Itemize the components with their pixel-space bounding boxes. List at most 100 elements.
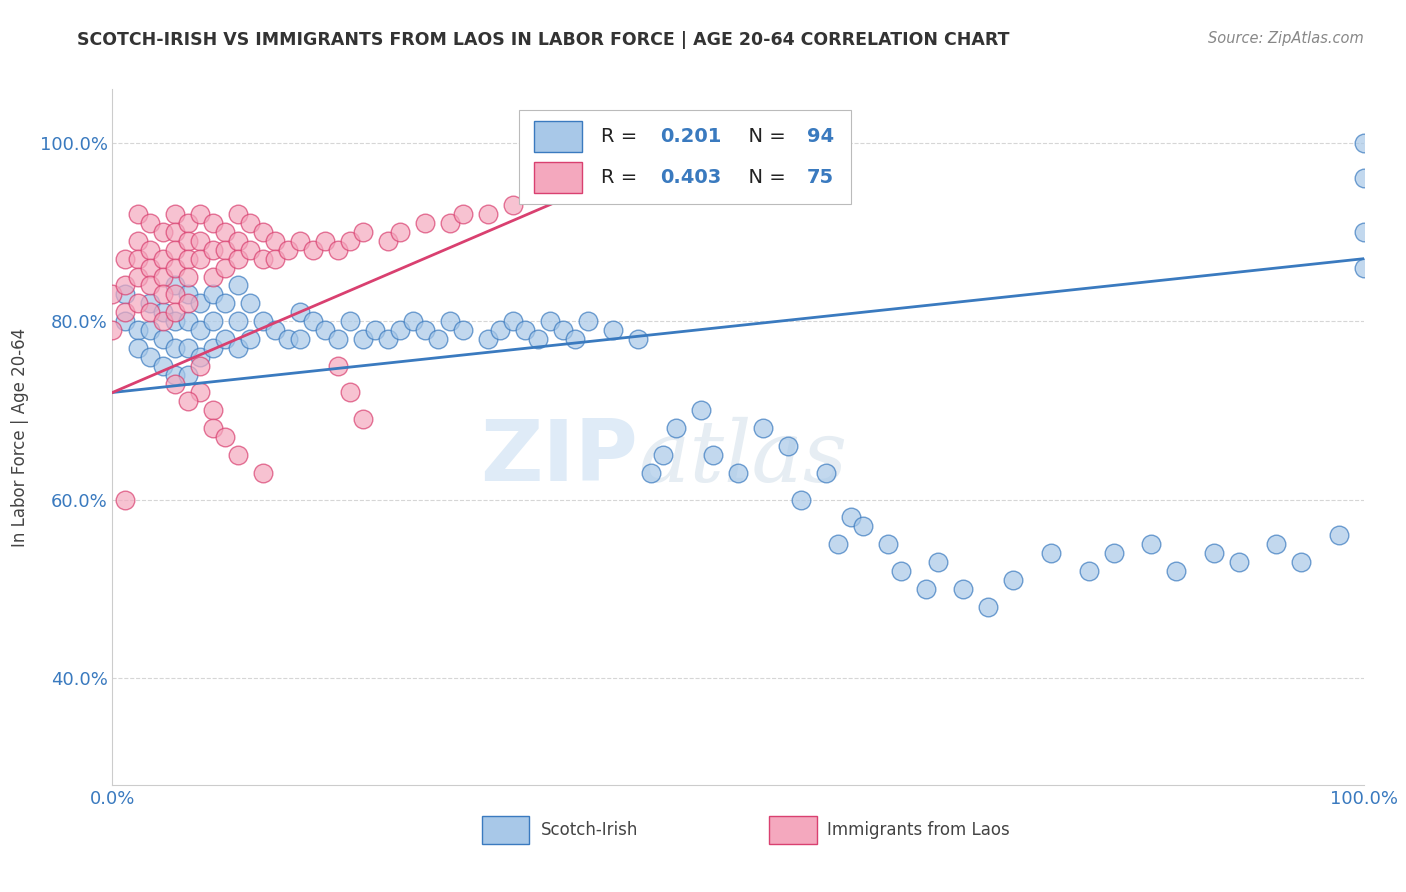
Point <box>201 243 224 257</box>
Point <box>127 323 149 337</box>
Point <box>1327 528 1350 542</box>
Point <box>163 207 186 221</box>
Point <box>326 332 349 346</box>
Point <box>176 269 198 284</box>
Point <box>139 323 162 337</box>
Text: N =: N = <box>735 127 792 146</box>
Point <box>290 305 312 319</box>
Point <box>152 314 174 328</box>
Point <box>264 323 287 337</box>
Point <box>551 323 574 337</box>
Text: ZIP: ZIP <box>481 417 638 500</box>
Point <box>127 269 149 284</box>
Point <box>201 341 224 355</box>
Point <box>752 421 775 435</box>
Point <box>114 252 136 266</box>
Point <box>152 287 174 301</box>
FancyBboxPatch shape <box>519 110 851 204</box>
Point <box>252 252 274 266</box>
Point <box>152 269 174 284</box>
Text: atlas: atlas <box>638 417 848 500</box>
Point <box>377 332 399 346</box>
Point <box>188 234 211 248</box>
Point <box>188 296 211 310</box>
Text: R =: R = <box>600 127 643 146</box>
Point <box>290 332 312 346</box>
Point <box>502 314 524 328</box>
Point <box>188 323 211 337</box>
Text: Scotch-Irish: Scotch-Irish <box>540 822 638 839</box>
Point <box>252 314 274 328</box>
Point <box>451 323 474 337</box>
FancyBboxPatch shape <box>769 816 817 844</box>
Point <box>201 287 224 301</box>
Point <box>201 216 224 230</box>
Point <box>176 287 198 301</box>
Point <box>778 439 800 453</box>
Point <box>1353 260 1375 275</box>
Point <box>214 243 236 257</box>
Point <box>326 243 349 257</box>
Point <box>114 492 136 507</box>
Point <box>413 323 436 337</box>
Point <box>176 234 198 248</box>
Point <box>1039 546 1063 560</box>
Point <box>451 207 474 221</box>
Point <box>602 323 624 337</box>
Point <box>277 332 299 346</box>
Point <box>426 332 449 346</box>
Point <box>576 314 599 328</box>
Point <box>226 234 249 248</box>
Point <box>252 466 274 480</box>
Point <box>339 385 361 400</box>
Point <box>852 519 875 533</box>
Point <box>188 252 211 266</box>
Point <box>163 368 186 382</box>
Point <box>952 582 974 596</box>
Point <box>226 252 249 266</box>
Point <box>176 216 198 230</box>
Point <box>1140 537 1163 551</box>
Point <box>1102 546 1125 560</box>
Point <box>139 296 162 310</box>
Text: R =: R = <box>600 169 643 187</box>
Point <box>515 323 537 337</box>
Point <box>277 243 299 257</box>
Point <box>1164 564 1187 578</box>
Point <box>226 448 249 462</box>
Point <box>214 430 236 444</box>
Point <box>377 234 399 248</box>
Point <box>790 492 813 507</box>
Point <box>352 332 374 346</box>
Point <box>1227 555 1250 569</box>
Point <box>264 252 287 266</box>
Text: 0.201: 0.201 <box>661 127 721 146</box>
Point <box>163 305 186 319</box>
Point <box>389 225 412 239</box>
Point <box>214 260 236 275</box>
Point <box>977 599 1000 614</box>
Point <box>890 564 912 578</box>
FancyBboxPatch shape <box>534 120 582 152</box>
Point <box>188 207 211 221</box>
Point <box>201 314 224 328</box>
Point <box>226 341 249 355</box>
Point <box>489 323 512 337</box>
Point <box>413 216 436 230</box>
Point <box>1265 537 1288 551</box>
Point <box>1002 573 1025 587</box>
Point <box>439 216 461 230</box>
Point <box>352 225 374 239</box>
Point <box>364 323 387 337</box>
Point <box>101 287 124 301</box>
Point <box>239 216 262 230</box>
Text: Source: ZipAtlas.com: Source: ZipAtlas.com <box>1208 31 1364 46</box>
Point <box>114 278 136 293</box>
Point <box>163 278 186 293</box>
Point <box>214 332 236 346</box>
Point <box>114 305 136 319</box>
Point <box>188 350 211 364</box>
Point <box>727 466 749 480</box>
Point <box>915 582 938 596</box>
FancyBboxPatch shape <box>482 816 529 844</box>
